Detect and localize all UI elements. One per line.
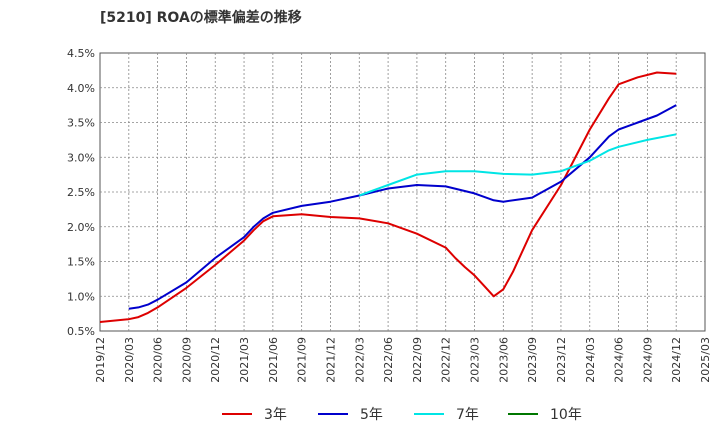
x-tick-label: 2024/06 [613, 337, 626, 383]
legend-label: 10年 [550, 407, 582, 423]
y-tick-label: 2.5% [67, 186, 95, 199]
x-tick-label: 2022/12 [440, 337, 453, 383]
y-tick-label: 3.5% [67, 117, 95, 130]
series-line-3年 [99, 71, 677, 323]
y-tick-label: 1.5% [67, 256, 95, 269]
y-tick-label: 3.0% [67, 151, 95, 164]
y-tick-label: 2.0% [67, 221, 95, 234]
x-tick-label: 2021/09 [296, 337, 309, 383]
x-tick-label: 2025/03 [699, 337, 712, 383]
y-tick-label: 1.0% [67, 290, 95, 303]
x-tick-label: 2023/06 [497, 337, 510, 383]
series-line-5年 [128, 104, 677, 310]
y-axis: 0.5% 1.0% 1.5% 2.0% 2.5% 3.0% 3.5% 4.0% 4.5% [67, 47, 95, 338]
x-tick-label: 2023/12 [555, 337, 568, 383]
legend-label: 5年 [360, 407, 383, 423]
x-tick-label: 2021/06 [267, 337, 280, 383]
x-tick-label: 2020/06 [152, 337, 165, 383]
x-tick-label: 2020/12 [209, 337, 222, 383]
x-tick-label: 2023/03 [469, 337, 482, 383]
x-tick-label: 2024/12 [670, 337, 683, 383]
x-tick-label: 2020/09 [180, 337, 193, 383]
x-tick-label: 2022/03 [353, 337, 366, 383]
x-tick-label: 2024/09 [641, 337, 654, 383]
gridlines [100, 53, 705, 331]
x-tick-label: 2023/09 [526, 337, 539, 383]
chart-title: [5210] ROAの標準偏差の推移 [100, 9, 302, 26]
x-tick-label: 2024/03 [584, 337, 597, 383]
legend-label: 3年 [264, 407, 287, 423]
x-tick-label: 2019/12 [94, 337, 107, 383]
x-tick-label: 2021/12 [324, 337, 337, 383]
series-group [99, 71, 677, 323]
plot-area [99, 52, 706, 332]
y-tick-label: 0.5% [67, 325, 95, 338]
legend: 3年 5年 7年 10年 [222, 407, 582, 423]
x-tick-label: 2021/03 [238, 337, 251, 383]
legend-label: 7年 [456, 407, 479, 423]
y-tick-label: 4.0% [67, 82, 95, 95]
x-axis: 2019/12 2020/03 2020/06 2020/09 2020/12 2021/… [94, 337, 712, 383]
series-line-7年 [358, 133, 677, 197]
x-tick-label: 2020/03 [123, 337, 136, 383]
x-tick-label: 2022/06 [382, 337, 395, 383]
y-tick-label: 4.5% [67, 47, 95, 60]
x-tick-label: 2022/09 [411, 337, 424, 383]
